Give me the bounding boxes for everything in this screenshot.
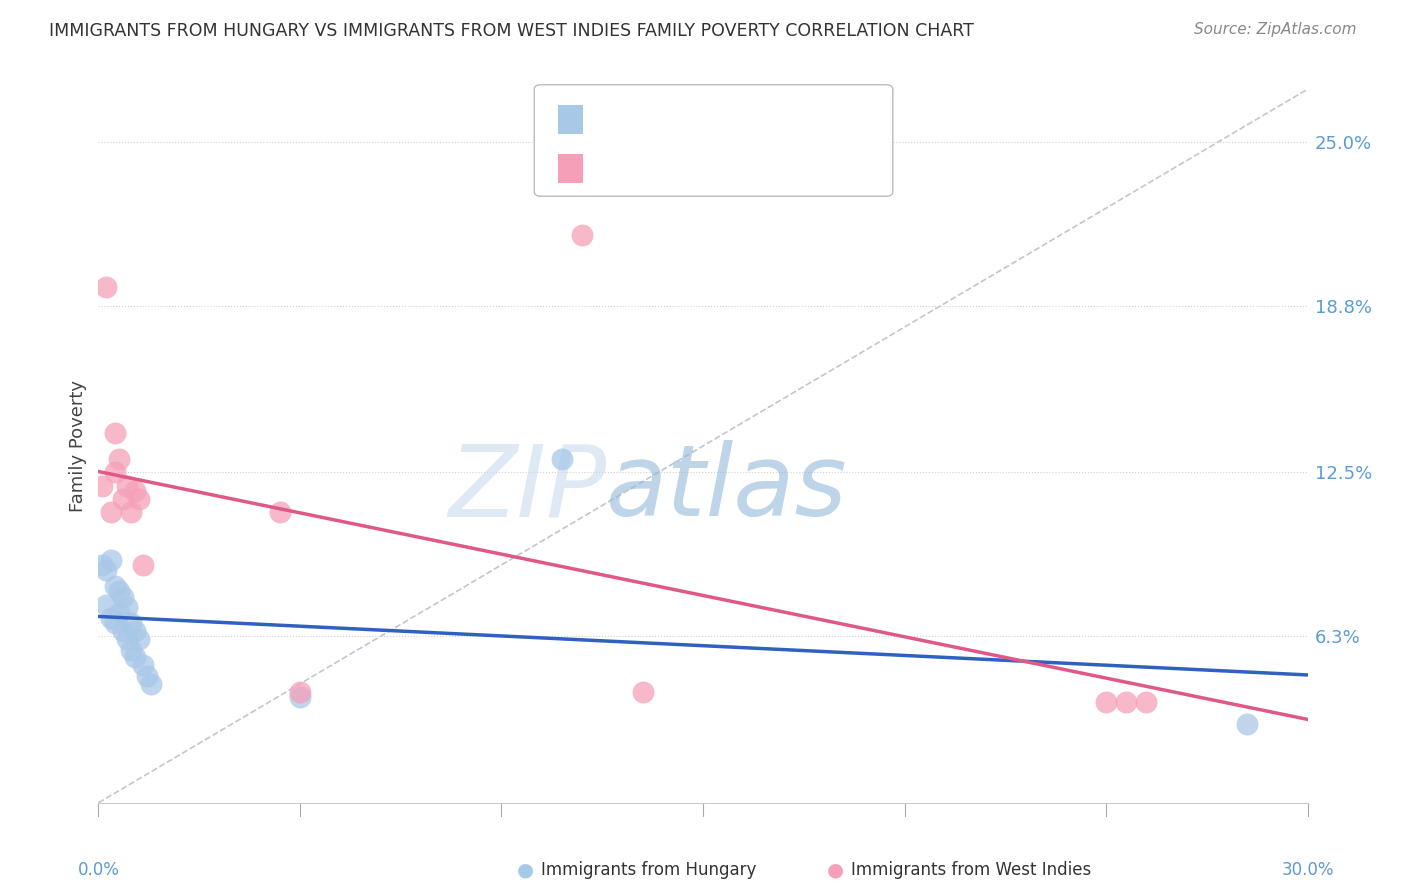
Text: N =: N = xyxy=(700,160,752,178)
Point xyxy=(120,505,142,519)
Point xyxy=(128,491,150,506)
Point xyxy=(107,584,129,599)
Text: 19: 19 xyxy=(752,160,778,178)
Point xyxy=(100,552,122,566)
Text: IMMIGRANTS FROM HUNGARY VS IMMIGRANTS FROM WEST INDIES FAMILY POVERTY CORRELATIO: IMMIGRANTS FROM HUNGARY VS IMMIGRANTS FR… xyxy=(49,22,974,40)
Point xyxy=(107,606,129,620)
Point xyxy=(139,677,162,691)
Text: 24: 24 xyxy=(752,111,778,128)
Point xyxy=(111,590,134,604)
Point xyxy=(135,669,157,683)
Point xyxy=(100,505,122,519)
Point xyxy=(269,505,291,519)
Point xyxy=(103,579,125,593)
Text: 30.0%: 30.0% xyxy=(1281,861,1334,879)
Point xyxy=(288,690,311,704)
Text: N =: N = xyxy=(700,111,752,128)
Point xyxy=(571,227,593,242)
Point xyxy=(91,558,114,572)
Text: R =: R = xyxy=(595,111,634,128)
Y-axis label: Family Poverty: Family Poverty xyxy=(69,380,87,512)
Point xyxy=(120,616,142,631)
Point xyxy=(115,632,138,646)
Point xyxy=(124,624,146,638)
Point xyxy=(551,452,574,467)
Point xyxy=(115,600,138,615)
Text: -0.579: -0.579 xyxy=(637,160,702,178)
Point xyxy=(1115,695,1137,709)
Point xyxy=(111,624,134,638)
Point xyxy=(132,658,155,673)
Point xyxy=(1236,716,1258,731)
Text: ●: ● xyxy=(517,860,534,880)
Point xyxy=(115,478,138,492)
Point xyxy=(1135,695,1157,709)
Point xyxy=(96,280,118,294)
Point xyxy=(111,491,134,506)
Point xyxy=(96,563,118,577)
Text: ●: ● xyxy=(827,860,844,880)
Point xyxy=(132,558,155,572)
Text: 0.0%: 0.0% xyxy=(77,861,120,879)
Text: R =: R = xyxy=(595,160,634,178)
Text: 0.380: 0.380 xyxy=(637,111,695,128)
Point xyxy=(124,483,146,498)
Text: atlas: atlas xyxy=(606,441,848,537)
Point xyxy=(96,598,118,612)
Text: ZIP: ZIP xyxy=(449,441,606,537)
Text: Immigrants from Hungary: Immigrants from Hungary xyxy=(541,861,756,879)
Point xyxy=(103,425,125,440)
Point xyxy=(103,466,125,480)
Point xyxy=(107,452,129,467)
Point xyxy=(128,632,150,646)
Point xyxy=(103,616,125,631)
Text: Immigrants from West Indies: Immigrants from West Indies xyxy=(851,861,1091,879)
Point xyxy=(288,685,311,699)
Point xyxy=(631,685,654,699)
Point xyxy=(1095,695,1118,709)
Point xyxy=(100,611,122,625)
Point xyxy=(124,650,146,665)
Point xyxy=(91,478,114,492)
Text: Source: ZipAtlas.com: Source: ZipAtlas.com xyxy=(1194,22,1357,37)
Point xyxy=(120,642,142,657)
